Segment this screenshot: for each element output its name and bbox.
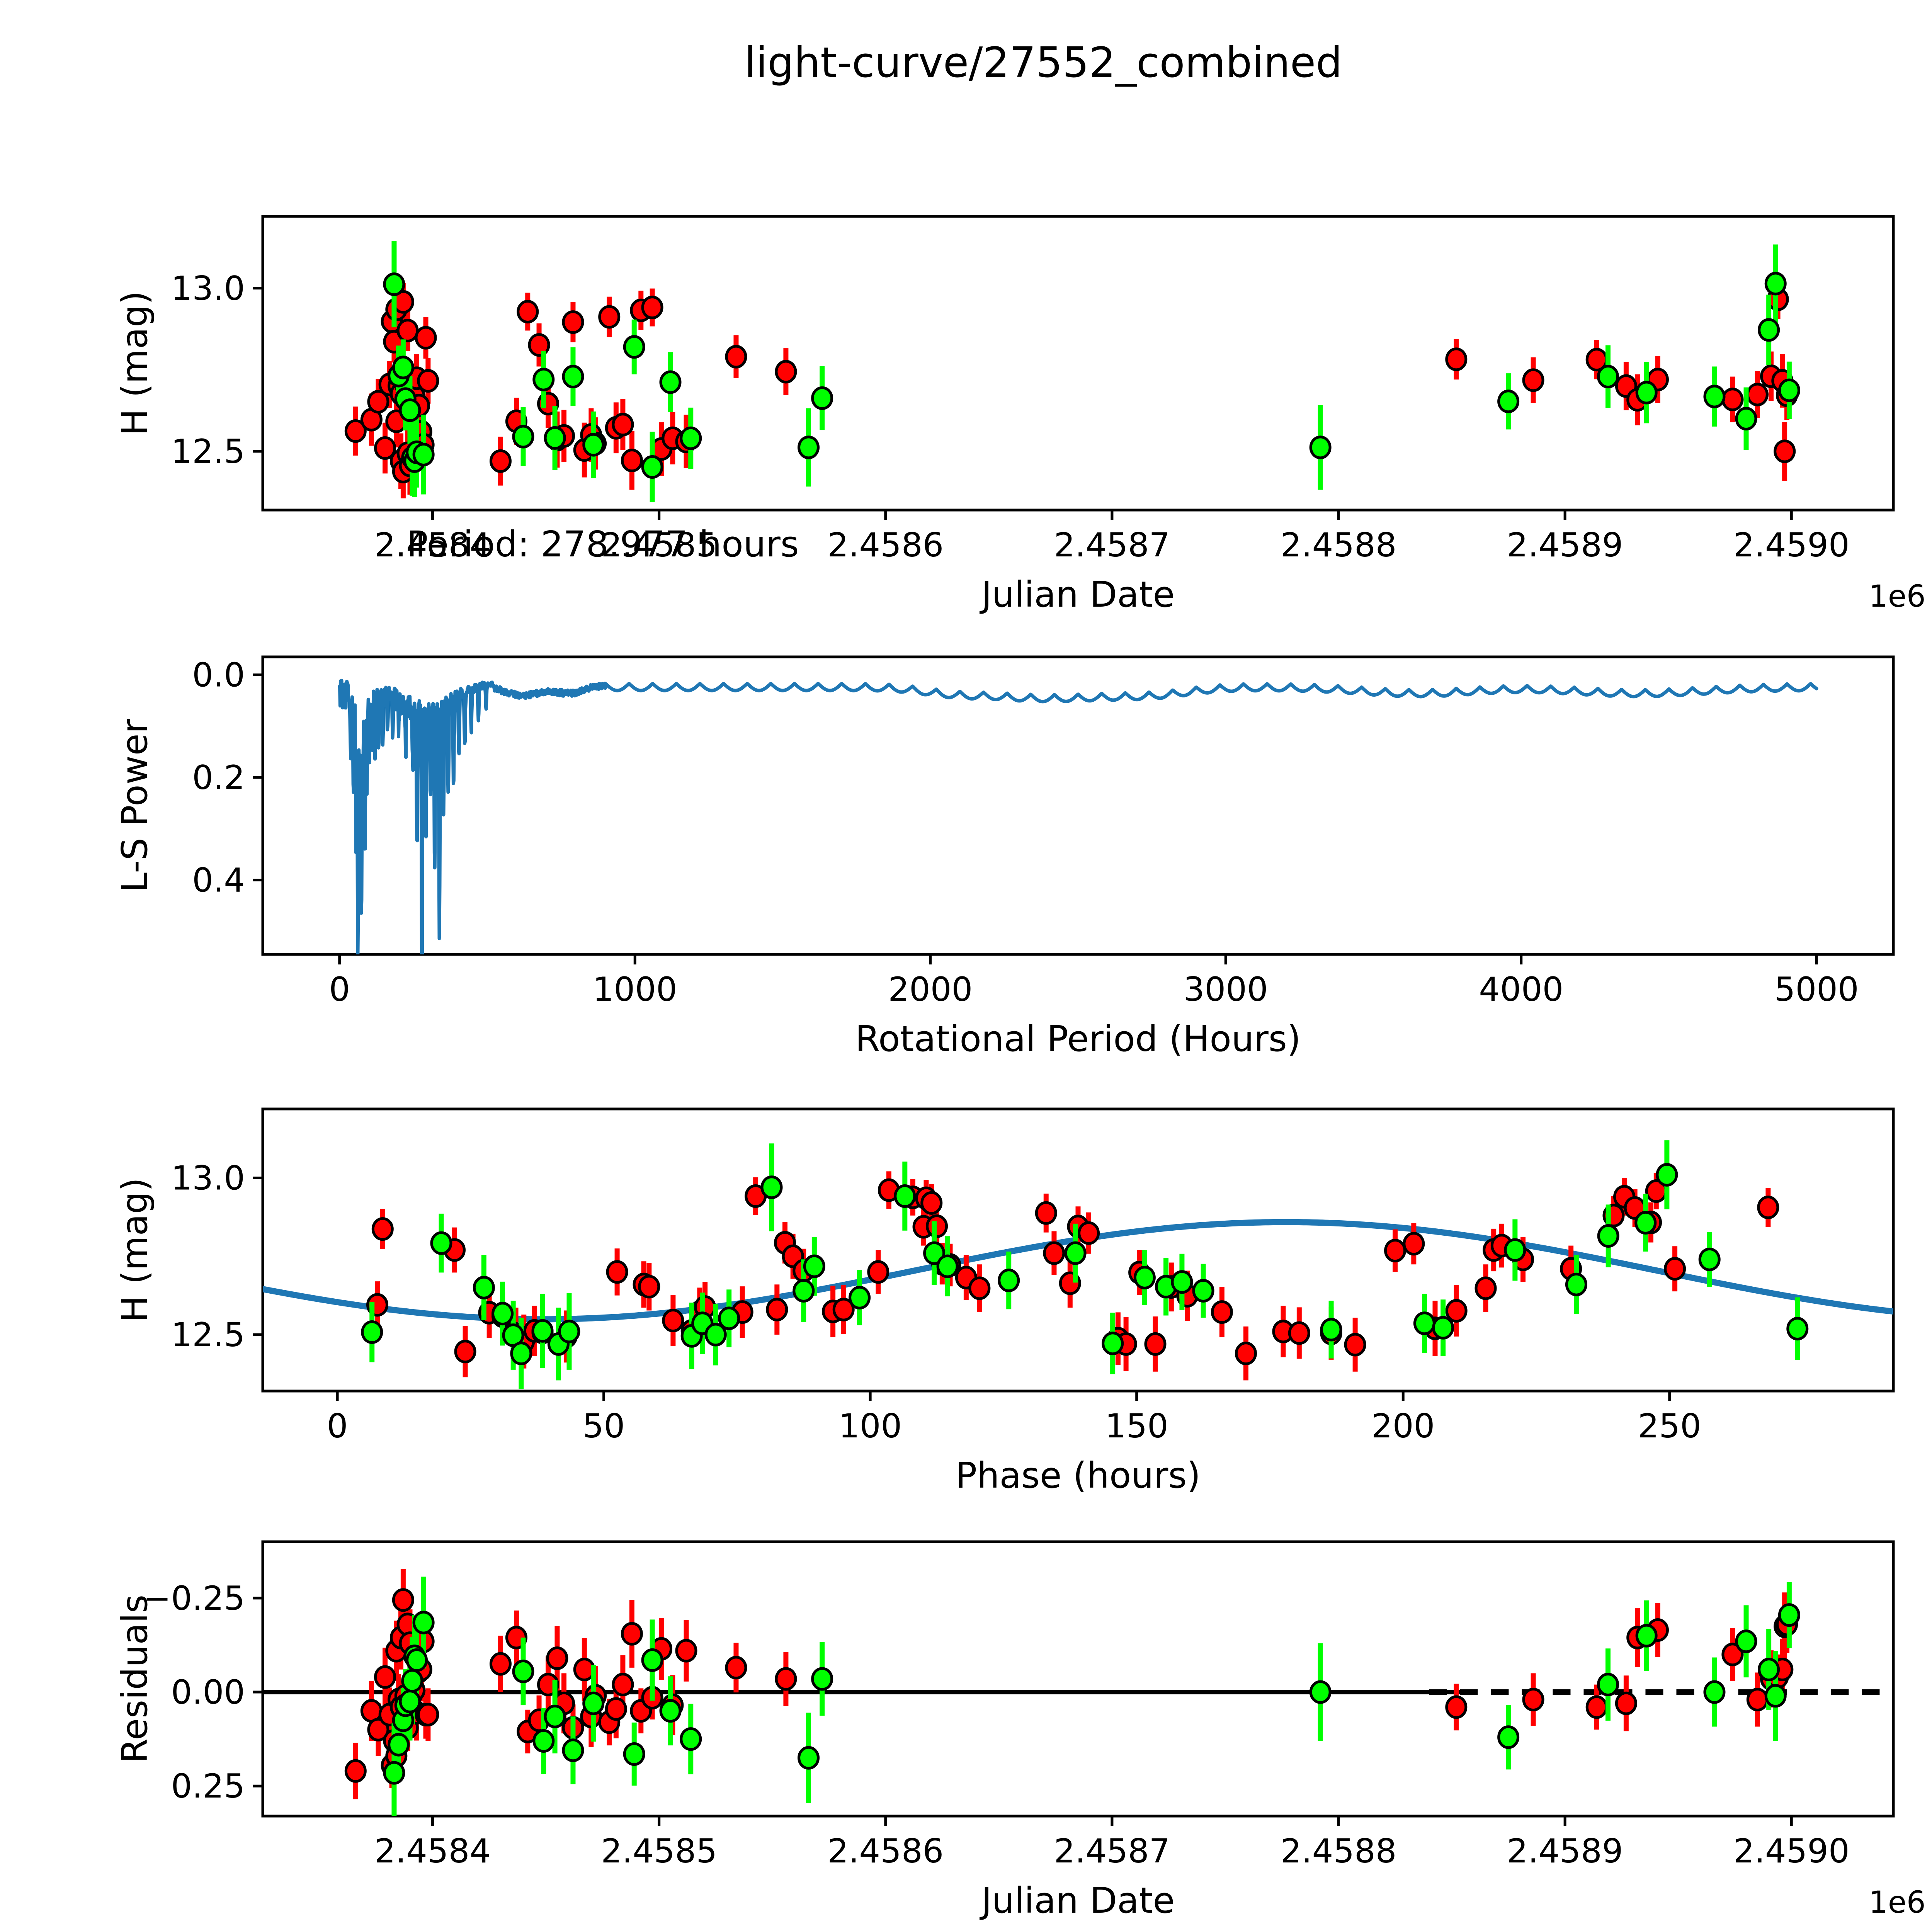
panel-lightcurve: 2.4584 2.4585 2.4586 2.4587 2.4588 2.4589 2.45… xyxy=(0,201,1932,615)
svg-text:2.4590: 2.4590 xyxy=(1733,1832,1850,1871)
svg-text:2.4588: 2.4588 xyxy=(1281,1832,1397,1871)
svg-text:2.4584: 2.4584 xyxy=(374,1832,491,1871)
svg-text:2.4588: 2.4588 xyxy=(1281,526,1397,565)
figure-title: light-curve/27552_combined xyxy=(744,39,1342,87)
svg-text:2.4590: 2.4590 xyxy=(1733,526,1850,565)
svg-text:0.2: 0.2 xyxy=(192,759,245,797)
svg-text:1e6: 1e6 xyxy=(1869,579,1925,614)
svg-text:Phase (hours): Phase (hours) xyxy=(956,1455,1201,1496)
svg-text:0.25: 0.25 xyxy=(171,1767,245,1806)
svg-text:5000: 5000 xyxy=(1774,970,1859,1009)
svg-text:−0.25: −0.25 xyxy=(143,1579,245,1618)
svg-text:0.4: 0.4 xyxy=(192,861,245,900)
svg-text:0.00: 0.00 xyxy=(171,1673,245,1712)
svg-text:L-S Power: L-S Power xyxy=(114,719,155,893)
svg-text:H (mag): H (mag) xyxy=(114,291,155,436)
svg-text:1e6: 1e6 xyxy=(1869,1885,1925,1920)
svg-text:2000: 2000 xyxy=(888,970,973,1009)
svg-text:50: 50 xyxy=(583,1407,625,1446)
svg-text:0: 0 xyxy=(327,1407,348,1446)
svg-text:0: 0 xyxy=(329,970,350,1009)
svg-text:2.4586: 2.4586 xyxy=(827,1832,944,1871)
svg-text:4000: 4000 xyxy=(1479,970,1563,1009)
svg-text:2.4584: 2.4584 xyxy=(374,526,491,565)
svg-text:12.5: 12.5 xyxy=(171,432,245,471)
svg-text:13.0: 13.0 xyxy=(171,269,245,308)
svg-text:150: 150 xyxy=(1105,1407,1168,1446)
svg-text:2.4585: 2.4585 xyxy=(601,1832,717,1871)
svg-text:Julian Date: Julian Date xyxy=(980,1880,1175,1921)
panel-residuals: 2.4584 2.4585 2.4586 2.4587 2.4588 2.4589 2.45… xyxy=(0,1530,1932,1921)
svg-text:250: 250 xyxy=(1638,1407,1701,1446)
phase-point-red-band xyxy=(366,1171,1779,1381)
svg-text:2.4589: 2.4589 xyxy=(1507,1832,1623,1871)
svg-text:Rotational Period (Hours): Rotational Period (Hours) xyxy=(855,1018,1301,1060)
svg-text:0.0: 0.0 xyxy=(192,656,245,694)
svg-text:100: 100 xyxy=(838,1407,902,1446)
phase-point-green-band xyxy=(361,1140,1809,1389)
svg-text:2.4585: 2.4585 xyxy=(601,526,717,565)
ls-power-curve xyxy=(338,679,1818,954)
svg-text:200: 200 xyxy=(1371,1407,1435,1446)
panel-phase: 0 50 100 150 200 250 13.0 12.5 Phase (hours) H (m… xyxy=(0,1097,1932,1496)
svg-text:H (mag): H (mag) xyxy=(114,1178,155,1323)
lightcurve-point-red-band xyxy=(344,279,1798,498)
svg-text:12.5: 12.5 xyxy=(171,1316,245,1354)
svg-text:2.4589: 2.4589 xyxy=(1507,526,1623,565)
svg-text:13.0: 13.0 xyxy=(171,1159,245,1197)
svg-text:1000: 1000 xyxy=(593,970,677,1009)
lightcurve-point-green-band xyxy=(383,241,1800,502)
svg-text:Julian Date: Julian Date xyxy=(980,574,1175,615)
svg-text:2.4587: 2.4587 xyxy=(1054,1832,1170,1871)
panel-periodogram: 0 1000 2000 3000 4000 5000 0.0 0.2 0.4 Rotational… xyxy=(0,649,1932,1060)
period-annotation: Period: 278.977 hours xyxy=(406,524,799,565)
residual-point-red-band xyxy=(344,1569,1798,1799)
svg-text:Residuals: Residuals xyxy=(114,1595,155,1763)
svg-text:2.4586: 2.4586 xyxy=(827,526,944,565)
residual-point-green-band xyxy=(383,1577,1800,1816)
svg-text:3000: 3000 xyxy=(1184,970,1268,1009)
svg-text:2.4587: 2.4587 xyxy=(1054,526,1170,565)
